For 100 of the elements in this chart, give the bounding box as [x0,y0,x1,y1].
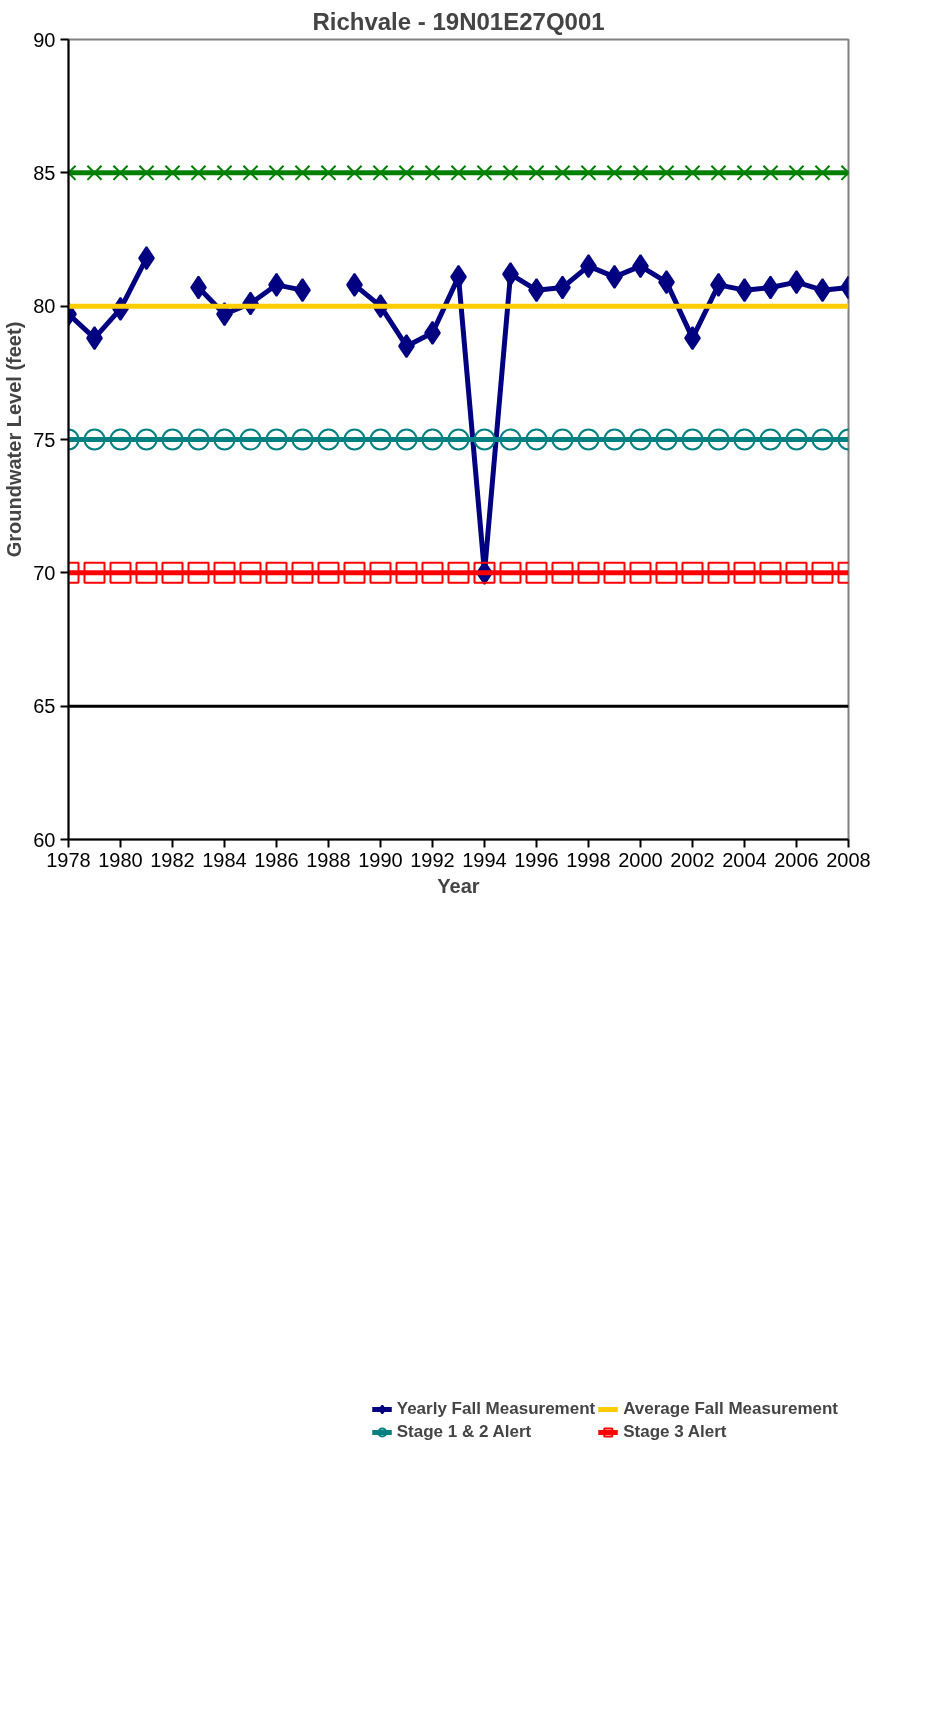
point [369,428,392,451]
point [655,428,678,451]
x-tick-label: 2006 [774,848,819,871]
point [83,561,106,584]
y-tick-label: 60 [33,828,56,851]
point [398,164,415,181]
point [239,428,262,451]
point [707,428,730,451]
point [343,561,366,584]
point [265,428,288,451]
point [395,428,418,451]
point [242,164,259,181]
legend-label: Stage 1 & 2 Alert [396,1422,532,1442]
point [681,428,704,451]
point [525,561,548,584]
point [447,561,470,584]
point [525,428,548,451]
point [450,164,467,181]
point [447,428,470,451]
point [759,428,782,451]
point [785,561,808,584]
point [421,428,444,451]
point [135,561,158,584]
y-axis-title: Groundwater Level (feet) [3,321,26,558]
y-tick-label: 80 [33,295,56,318]
point [135,428,158,451]
x-tick-label: 1994 [462,848,507,871]
point [83,428,106,451]
point [629,561,652,584]
point [759,561,782,584]
point [86,164,103,181]
x-tick-label: 2000 [618,848,663,871]
point [551,561,574,584]
point [554,164,571,181]
point [239,561,262,584]
point [291,561,314,584]
point [473,428,496,451]
x-tick-label: 1982 [150,848,195,871]
x-tick-label: 1986 [254,848,299,871]
point [736,164,753,181]
point [216,164,233,181]
y-tick-label: 65 [33,695,56,718]
point [112,164,129,181]
x-tick-label: 1996 [514,848,559,871]
point [395,561,418,584]
point [788,164,805,181]
point [603,561,626,584]
y-tick-label: 75 [33,428,56,451]
point [785,428,808,451]
legend-label: Average Fall Measurement [623,1399,838,1419]
point [811,561,834,584]
point [684,164,701,181]
x-axis-title: Year [437,874,480,897]
point [424,164,441,181]
point [603,428,626,451]
point [346,164,363,181]
point [577,428,600,451]
x-tick-label: 1992 [410,848,455,871]
point [629,428,652,451]
point [811,428,834,451]
point [369,561,392,584]
point [528,164,545,181]
point [606,164,623,181]
point [268,164,285,181]
point [476,164,493,181]
point [317,428,340,451]
point [187,561,210,584]
x-tick-label: 1998 [566,848,611,871]
y-tick-label: 85 [33,161,56,184]
x-tick-label: 1988 [306,848,351,871]
point [655,561,678,584]
point [502,164,519,181]
point [109,561,132,584]
x-tick-label: 1984 [202,848,247,871]
x-tick-label: 2008 [826,848,871,871]
chart-title: Richvale - 19N01E27Q001 [312,7,605,35]
point [707,561,730,584]
point [294,164,311,181]
x-tick-label: 1980 [98,848,143,871]
point [658,164,675,181]
point [421,561,444,584]
point [580,164,597,181]
y-tick-label: 90 [33,28,56,51]
point [213,561,236,584]
point [372,164,389,181]
x-tick-label: 1990 [358,848,403,871]
point [710,164,727,181]
legend-label: Yearly Fall Measurement [396,1399,596,1419]
point [109,428,132,451]
point [577,561,600,584]
point [762,164,779,181]
point [733,561,756,584]
point [164,164,181,181]
x-tick-label: 2002 [670,848,715,871]
point [499,428,522,451]
point [814,164,831,181]
point [317,561,340,584]
x-tick-label: 2004 [722,848,767,871]
point [190,164,207,181]
point [265,561,288,584]
